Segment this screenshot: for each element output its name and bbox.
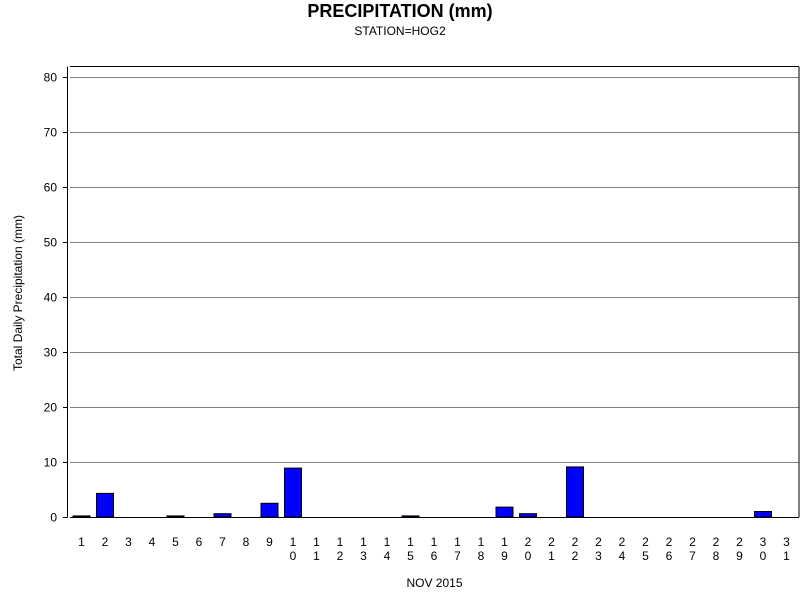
x-tick-label: 3 [125, 535, 132, 549]
bar [96, 492, 114, 518]
x-tick-label: 8 [243, 535, 250, 549]
bar [754, 511, 772, 518]
y-tick-label: 50 [44, 236, 58, 250]
gridlines [70, 77, 799, 463]
bar [519, 513, 537, 518]
x-tick-label: 6 [196, 535, 203, 549]
x-tick-label: 4 [149, 535, 156, 549]
bar [72, 515, 91, 518]
x-tick-label: 7 [219, 535, 226, 549]
y-tick-label: 0 [50, 511, 57, 525]
y-ticks: 0 10 20 30 40 50 60 70 80 [44, 71, 68, 525]
y-tick-label: 70 [44, 126, 58, 140]
y-tick-label: 40 [44, 291, 58, 305]
bar [166, 515, 185, 518]
chart-subtitle: STATION=HOG2 [354, 24, 446, 38]
y-tick-label: 20 [44, 401, 58, 415]
y-tick-label: 60 [44, 181, 58, 195]
x-tick-label: 2 [102, 535, 109, 549]
bar [566, 466, 584, 518]
y-tick-label: 80 [44, 71, 58, 85]
bar [401, 515, 420, 518]
x-tick-label: 5 [172, 535, 179, 549]
x-tick-label: 1 [78, 535, 85, 549]
x-tick-label: 9 [266, 535, 273, 549]
bar [495, 506, 514, 518]
y-tick-label: 10 [44, 456, 58, 470]
bar [284, 467, 302, 518]
x-ticks: 1 2 3 4 5 6 7 8 9 1 01 11 21 31 41 51 61 71 81 92 02 12 22 32 42… [78, 535, 790, 563]
bar [213, 513, 232, 518]
x-axis-label: NOV 2015 [406, 576, 463, 590]
axes [67, 66, 800, 518]
bar [260, 502, 279, 518]
y-tick-label: 30 [44, 346, 58, 360]
bars [72, 466, 772, 518]
chart-title: PRECIPITATION (mm) [307, 1, 493, 21]
